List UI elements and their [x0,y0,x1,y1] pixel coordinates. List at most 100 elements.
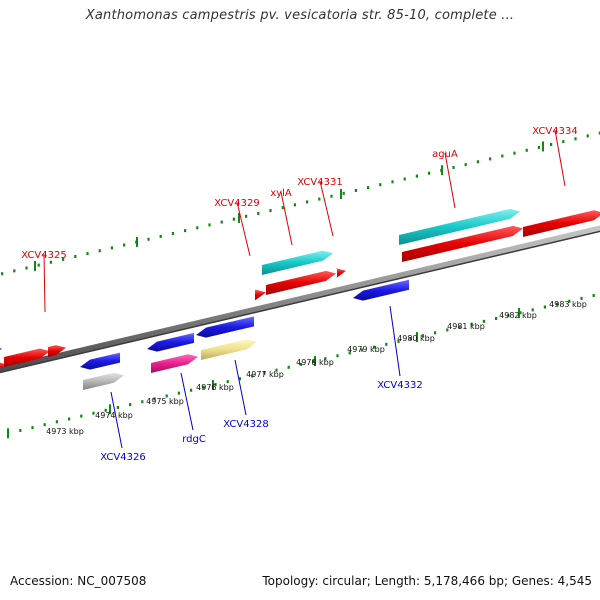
tick-minor [482,319,485,323]
tick-minor [562,140,565,144]
gene-leader-line [319,180,334,237]
tick-minor [37,263,40,267]
tick-minor [62,257,65,261]
tick-minor [519,311,522,315]
tick-minor [110,246,113,250]
tick-minor [403,177,406,181]
gene-label-reverse: XCV4328 [223,419,268,430]
reverse-tick-row [7,294,595,439]
gene-arrow-reverse [196,316,254,338]
tick-minor [104,408,107,412]
tick-minor [55,420,58,424]
tick-minor [257,211,260,215]
tick-minor [184,229,187,233]
tick-minor [409,337,412,341]
tick-minor [226,380,229,384]
gene-arrow-reverse [353,279,409,301]
gene-label-forward: aguA [432,149,458,160]
tick-minor [68,417,71,421]
tick-minor [568,299,571,303]
tick-minor [141,400,144,404]
tick-minor [123,243,126,247]
tick-minor [177,391,180,395]
tick-minor [202,385,205,389]
tick-minor [537,145,540,149]
gene-leader-line [110,391,123,449]
gene-leader-line [389,305,401,377]
gene-leader-line [234,359,247,416]
tick-minor [251,374,254,378]
tick-minor [306,200,309,204]
tick-minor [275,368,278,372]
tick-minor [379,183,382,187]
tick-minor [281,206,284,210]
tick-minor [13,269,16,273]
gene-label-reverse: XCV4332 [377,380,422,391]
tick-minor [397,339,400,343]
tick-minor [598,131,600,135]
kbp-tick-label: 4975 kbp [146,397,184,406]
gene-arrow-forward [523,210,600,237]
tick-minor [495,316,498,320]
tick-minor [324,357,327,361]
tick-minor [299,362,302,366]
tick-minor [592,294,595,298]
gene-arrow-forward [262,250,333,275]
tick-minor [190,388,193,392]
tick-minor [586,134,589,138]
tick-minor [513,151,516,155]
gene-layer [0,208,600,390]
tick-minor [434,331,437,335]
tick-minor [336,354,339,358]
tick-minor [86,252,89,256]
tick-minor [428,171,431,175]
tick-minor [446,328,449,332]
tick-minor [19,428,22,432]
gene-arrow-reverse [80,352,120,370]
gene-leader-line [180,372,194,431]
tick-minor [214,382,217,386]
gene-label-reverse: rdgC [182,434,206,445]
tick-minor [153,397,156,401]
tick-minor [580,296,583,300]
tick-minor [501,154,504,158]
tick-minor [550,143,553,147]
gene-label-forward: XCV4329 [214,198,259,209]
tick-minor [391,180,394,184]
tick-minor [171,232,174,236]
kbp-tick-label: 4979 kbp [347,345,385,354]
tick-minor [25,266,28,270]
gene-leader-line [236,201,251,257]
gene-label-reverse: XCV4326 [100,452,145,463]
tick-minor [232,217,235,221]
tick-minor [556,302,559,306]
tick-minor [238,377,241,381]
gene-arrow-forward [255,289,266,300]
label-layer: 4973 kbp 4974 kbp 4975 kbp 4976 kbp 4977 kbp… [21,126,587,463]
topology-summary: Topology: circular; Length: 5,178,466 bp… [262,574,592,588]
gene-arrow-forward [48,345,66,357]
gene-label-forward: XCV4334 [532,126,577,137]
kbp-tick-label: 4977 kbp [246,370,284,379]
gene-arrow-forward [402,225,523,262]
kbp-tick-label: 4976 kbp [196,383,234,392]
tick-minor [80,414,83,418]
tick-minor [220,220,223,224]
tick-minor [287,365,290,369]
kbp-tick-label: 4974 kbp [95,411,133,420]
tick-minor [1,272,4,276]
backbone-layer [0,225,600,374]
tick-minor [208,223,211,227]
tick-minor [360,348,363,352]
gene-arrow-forward [0,348,2,351]
tick-minor [342,191,345,195]
tick-minor [318,197,321,201]
tick-minor [330,194,333,198]
gene-label-forward: xylA [270,188,292,199]
tick-minor [385,342,388,346]
tick-minor [354,188,357,192]
map-title: Xanthomonas campestris pv. vesicatoria s… [85,8,515,23]
gene-leader-line [444,152,456,209]
gene-leader-line [280,191,293,246]
